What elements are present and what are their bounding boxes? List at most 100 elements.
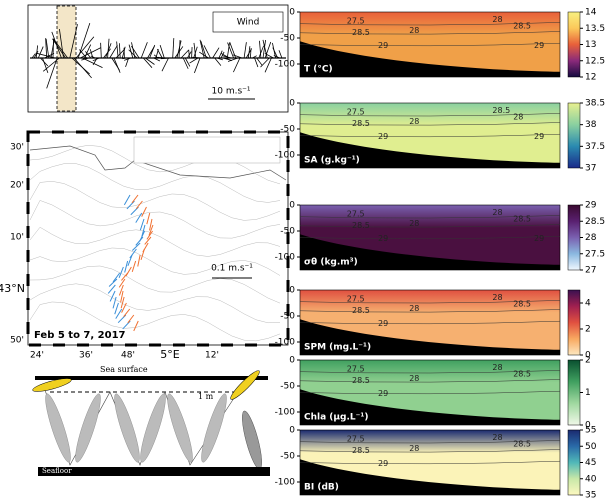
- wind-scale: 10 m.s⁻¹: [212, 87, 251, 97]
- wind-stick: [259, 40, 262, 59]
- wind-stick: [250, 48, 252, 59]
- wind-stick: [84, 44, 92, 59]
- wind-stick: [35, 45, 39, 59]
- wind-stick: [182, 57, 189, 69]
- velocity-arrow: [109, 290, 116, 302]
- wind-stick: [172, 38, 175, 59]
- colorbar-tick-label: 29: [585, 201, 597, 211]
- colorbar-tick-label: 0: [585, 421, 591, 431]
- wind-stick: [264, 41, 272, 59]
- sea-surface: Sea surface: [100, 365, 148, 374]
- contour: [299, 22, 561, 26]
- wind-stick: [116, 41, 119, 59]
- seafloor-mask: [300, 132, 560, 168]
- bathymetry: [29, 301, 281, 342]
- map-y-label: 30': [10, 143, 24, 153]
- wind-stick: [180, 49, 189, 59]
- bathymetry: [29, 163, 281, 203]
- wind-stick: [33, 50, 39, 59]
- contour: [299, 300, 561, 304]
- colorbar-tick-label: 2: [585, 325, 591, 335]
- contour: [299, 235, 561, 240]
- contour-label: 27.5: [347, 295, 365, 304]
- wind-stick: [200, 41, 207, 59]
- velocity-arrow: [139, 218, 145, 231]
- wind-stick: [174, 46, 184, 59]
- colorbar: [567, 359, 581, 426]
- wind-stick: [188, 49, 190, 59]
- contour: [299, 320, 561, 325]
- colorbar-tick-label: 50: [585, 442, 597, 452]
- contour: [299, 215, 561, 219]
- bathymetry: [29, 226, 281, 257]
- wind-stick: [52, 38, 66, 59]
- velocity-arrow: [115, 308, 123, 319]
- velocity-arrow: [135, 200, 143, 210]
- wind-stick: [128, 44, 134, 59]
- velocity-arrow: [137, 254, 141, 267]
- wind-stick: [272, 47, 279, 59]
- wind-stick: [156, 48, 163, 59]
- contour-label: 28.5: [352, 221, 370, 230]
- wind-stick: [42, 57, 49, 74]
- wind-label-box: [212, 11, 284, 33]
- wind-stick: [143, 57, 153, 68]
- wind-stick: [145, 57, 155, 65]
- wind-stick: [227, 42, 234, 59]
- wind-stick: [184, 57, 191, 67]
- velocity-arrow: [131, 242, 141, 251]
- bathymetry: [29, 283, 281, 324]
- y-tick-label: -100: [275, 60, 296, 70]
- contour-label: 27.5: [347, 17, 365, 26]
- velocity-arrow: [108, 278, 118, 287]
- velocity-arrow: [121, 302, 127, 313]
- wind-stick: [100, 42, 102, 59]
- contour-label: 27.5: [347, 210, 365, 219]
- wind-stick: [69, 24, 78, 59]
- wind-stick: [113, 57, 121, 73]
- y-tick-label: -50: [280, 125, 295, 135]
- velocity-arrow: [148, 224, 154, 236]
- wind-stick: [77, 22, 91, 59]
- section-label: T (°C): [304, 65, 333, 75]
- wind-stick: [45, 38, 50, 59]
- seafloor-mask: [300, 459, 560, 495]
- contour: [299, 370, 561, 374]
- wind-stick: [121, 46, 126, 59]
- glider-path: [44, 389, 239, 466]
- wind-stick: [59, 28, 64, 59]
- wind-stick: [161, 57, 169, 72]
- colorbar-tick-label: 13.5: [585, 24, 605, 34]
- contour: [299, 224, 561, 228]
- wind-stick: [46, 57, 58, 89]
- wind-stick: [125, 57, 129, 68]
- wind-stick: [203, 45, 211, 59]
- contour: [299, 113, 561, 117]
- seafloor-mask: [300, 234, 560, 270]
- glider-ghost: [45, 393, 71, 463]
- colorbar-tick-label: 45: [585, 458, 596, 468]
- colorbar-tick-label: 14: [585, 8, 597, 18]
- contour-label: 28: [492, 208, 502, 217]
- velocity-arrow: [129, 248, 137, 259]
- contour: [299, 390, 561, 395]
- colorbar-tick-label: 12: [585, 73, 596, 83]
- glider-down: [242, 410, 262, 470]
- contour: [299, 42, 561, 47]
- velocity-arrow: [149, 218, 153, 231]
- bathymetry: [29, 247, 281, 276]
- contour-label: 29: [378, 41, 388, 50]
- contour-label: 28: [492, 15, 502, 24]
- y-tick-label: 0: [289, 286, 295, 296]
- contour: [299, 379, 561, 383]
- bathymetry: [29, 200, 281, 239]
- wind-stick: [193, 42, 197, 59]
- section-label: σθ (kg.m³): [304, 258, 358, 268]
- contour-label: 27.5: [347, 108, 365, 117]
- colorbar: [567, 289, 581, 356]
- contour-label: 28.5: [513, 439, 531, 448]
- seafloor-mask: [300, 319, 560, 355]
- wind-stick: [45, 38, 48, 59]
- depth-label: 1 m: [198, 392, 214, 401]
- map-y-label: 43°N: [0, 282, 25, 295]
